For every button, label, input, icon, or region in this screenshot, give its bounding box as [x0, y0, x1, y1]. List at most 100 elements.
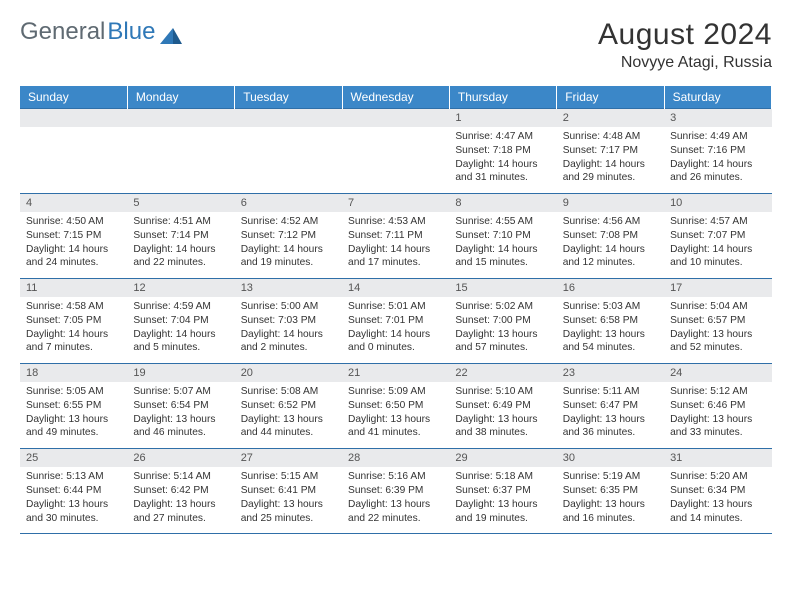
daylight-line-1: Daylight: 14 hours — [348, 243, 443, 257]
sunrise-line: Sunrise: 4:48 AM — [563, 130, 658, 144]
calendar-cell: 3Sunrise: 4:49 AMSunset: 7:16 PMDaylight… — [664, 109, 771, 194]
daylight-line-1: Daylight: 13 hours — [241, 498, 336, 512]
calendar-cell: 4Sunrise: 4:50 AMSunset: 7:15 PMDaylight… — [20, 194, 127, 279]
day-body: Sunrise: 5:04 AMSunset: 6:57 PMDaylight:… — [664, 297, 771, 363]
day-number: 20 — [235, 364, 342, 382]
day-body: Sunrise: 5:07 AMSunset: 6:54 PMDaylight:… — [127, 382, 234, 448]
sunrise-line: Sunrise: 5:03 AM — [563, 300, 658, 314]
day-body: Sunrise: 4:51 AMSunset: 7:14 PMDaylight:… — [127, 212, 234, 278]
day-body: Sunrise: 4:47 AMSunset: 7:18 PMDaylight:… — [449, 127, 556, 193]
sunset-line: Sunset: 6:58 PM — [563, 314, 658, 328]
daylight-line-2: and 22 minutes. — [133, 256, 228, 270]
sunset-line: Sunset: 7:10 PM — [455, 229, 550, 243]
daylight-line-1: Daylight: 14 hours — [133, 328, 228, 342]
day-body — [20, 127, 127, 185]
day-number — [342, 109, 449, 127]
day-number: 15 — [449, 279, 556, 297]
daylight-line-1: Daylight: 13 hours — [348, 413, 443, 427]
day-body: Sunrise: 5:08 AMSunset: 6:52 PMDaylight:… — [235, 382, 342, 448]
day-body — [342, 127, 449, 185]
day-number: 30 — [557, 449, 664, 467]
day-body: Sunrise: 5:09 AMSunset: 6:50 PMDaylight:… — [342, 382, 449, 448]
calendar-cell: 17Sunrise: 5:04 AMSunset: 6:57 PMDayligh… — [664, 279, 771, 364]
daylight-line-1: Daylight: 13 hours — [455, 498, 550, 512]
day-body: Sunrise: 5:13 AMSunset: 6:44 PMDaylight:… — [20, 467, 127, 533]
daylight-line-2: and 46 minutes. — [133, 426, 228, 440]
calendar-cell: 8Sunrise: 4:55 AMSunset: 7:10 PMDaylight… — [449, 194, 556, 279]
calendar-cell — [20, 109, 127, 194]
day-body: Sunrise: 4:55 AMSunset: 7:10 PMDaylight:… — [449, 212, 556, 278]
daylight-line-2: and 31 minutes. — [455, 171, 550, 185]
day-body: Sunrise: 4:58 AMSunset: 7:05 PMDaylight:… — [20, 297, 127, 363]
daylight-line-1: Daylight: 14 hours — [670, 243, 765, 257]
calendar-week-row: 25Sunrise: 5:13 AMSunset: 6:44 PMDayligh… — [20, 449, 772, 534]
daylight-line-2: and 5 minutes. — [133, 341, 228, 355]
day-body: Sunrise: 5:12 AMSunset: 6:46 PMDaylight:… — [664, 382, 771, 448]
calendar-cell: 29Sunrise: 5:18 AMSunset: 6:37 PMDayligh… — [449, 449, 556, 534]
daylight-line-1: Daylight: 14 hours — [26, 243, 121, 257]
calendar-cell: 26Sunrise: 5:14 AMSunset: 6:42 PMDayligh… — [127, 449, 234, 534]
sunset-line: Sunset: 6:46 PM — [670, 399, 765, 413]
sunset-line: Sunset: 6:47 PM — [563, 399, 658, 413]
calendar-cell: 20Sunrise: 5:08 AMSunset: 6:52 PMDayligh… — [235, 364, 342, 449]
calendar-cell: 25Sunrise: 5:13 AMSunset: 6:44 PMDayligh… — [20, 449, 127, 534]
day-body: Sunrise: 5:02 AMSunset: 7:00 PMDaylight:… — [449, 297, 556, 363]
daylight-line-1: Daylight: 13 hours — [670, 413, 765, 427]
calendar-cell: 2Sunrise: 4:48 AMSunset: 7:17 PMDaylight… — [557, 109, 664, 194]
day-number: 29 — [449, 449, 556, 467]
day-number: 28 — [342, 449, 449, 467]
sunrise-line: Sunrise: 4:59 AM — [133, 300, 228, 314]
calendar-cell: 7Sunrise: 4:53 AMSunset: 7:11 PMDaylight… — [342, 194, 449, 279]
daylight-line-1: Daylight: 14 hours — [348, 328, 443, 342]
daylight-line-2: and 27 minutes. — [133, 512, 228, 526]
sunrise-line: Sunrise: 5:08 AM — [241, 385, 336, 399]
sunset-line: Sunset: 6:37 PM — [455, 484, 550, 498]
day-body: Sunrise: 4:50 AMSunset: 7:15 PMDaylight:… — [20, 212, 127, 278]
daylight-line-1: Daylight: 14 hours — [26, 328, 121, 342]
calendar-cell: 31Sunrise: 5:20 AMSunset: 6:34 PMDayligh… — [664, 449, 771, 534]
logo: GeneralBlue — [20, 18, 182, 46]
calendar-header-row: SundayMondayTuesdayWednesdayThursdayFrid… — [20, 86, 772, 109]
sunset-line: Sunset: 6:42 PM — [133, 484, 228, 498]
daylight-line-1: Daylight: 14 hours — [455, 158, 550, 172]
day-number — [235, 109, 342, 127]
daylight-line-2: and 26 minutes. — [670, 171, 765, 185]
sunset-line: Sunset: 7:12 PM — [241, 229, 336, 243]
calendar-cell: 30Sunrise: 5:19 AMSunset: 6:35 PMDayligh… — [557, 449, 664, 534]
daylight-line-2: and 17 minutes. — [348, 256, 443, 270]
calendar-cell: 28Sunrise: 5:16 AMSunset: 6:39 PMDayligh… — [342, 449, 449, 534]
calendar-cell: 9Sunrise: 4:56 AMSunset: 7:08 PMDaylight… — [557, 194, 664, 279]
sunrise-line: Sunrise: 4:51 AM — [133, 215, 228, 229]
sunset-line: Sunset: 6:52 PM — [241, 399, 336, 413]
daylight-line-1: Daylight: 13 hours — [455, 413, 550, 427]
daylight-line-2: and 44 minutes. — [241, 426, 336, 440]
day-number: 16 — [557, 279, 664, 297]
day-number: 31 — [664, 449, 771, 467]
day-body: Sunrise: 4:52 AMSunset: 7:12 PMDaylight:… — [235, 212, 342, 278]
day-number: 2 — [557, 109, 664, 127]
day-number: 9 — [557, 194, 664, 212]
sunset-line: Sunset: 7:03 PM — [241, 314, 336, 328]
sunrise-line: Sunrise: 4:58 AM — [26, 300, 121, 314]
sunset-line: Sunset: 7:00 PM — [455, 314, 550, 328]
day-body: Sunrise: 4:56 AMSunset: 7:08 PMDaylight:… — [557, 212, 664, 278]
daylight-line-1: Daylight: 14 hours — [670, 158, 765, 172]
day-number: 23 — [557, 364, 664, 382]
sunset-line: Sunset: 6:54 PM — [133, 399, 228, 413]
calendar-cell: 23Sunrise: 5:11 AMSunset: 6:47 PMDayligh… — [557, 364, 664, 449]
day-body: Sunrise: 4:57 AMSunset: 7:07 PMDaylight:… — [664, 212, 771, 278]
sunrise-line: Sunrise: 4:50 AM — [26, 215, 121, 229]
calendar-cell: 12Sunrise: 4:59 AMSunset: 7:04 PMDayligh… — [127, 279, 234, 364]
title-block: August 2024 Novyye Atagi, Russia — [598, 18, 772, 72]
page-title: August 2024 — [598, 18, 772, 52]
sunrise-line: Sunrise: 5:20 AM — [670, 470, 765, 484]
day-number: 4 — [20, 194, 127, 212]
sunrise-line: Sunrise: 5:11 AM — [563, 385, 658, 399]
day-number: 17 — [664, 279, 771, 297]
calendar-cell: 5Sunrise: 4:51 AMSunset: 7:14 PMDaylight… — [127, 194, 234, 279]
day-number: 22 — [449, 364, 556, 382]
sunset-line: Sunset: 7:15 PM — [26, 229, 121, 243]
daylight-line-1: Daylight: 14 hours — [133, 243, 228, 257]
sunrise-line: Sunrise: 5:09 AM — [348, 385, 443, 399]
daylight-line-1: Daylight: 14 hours — [455, 243, 550, 257]
